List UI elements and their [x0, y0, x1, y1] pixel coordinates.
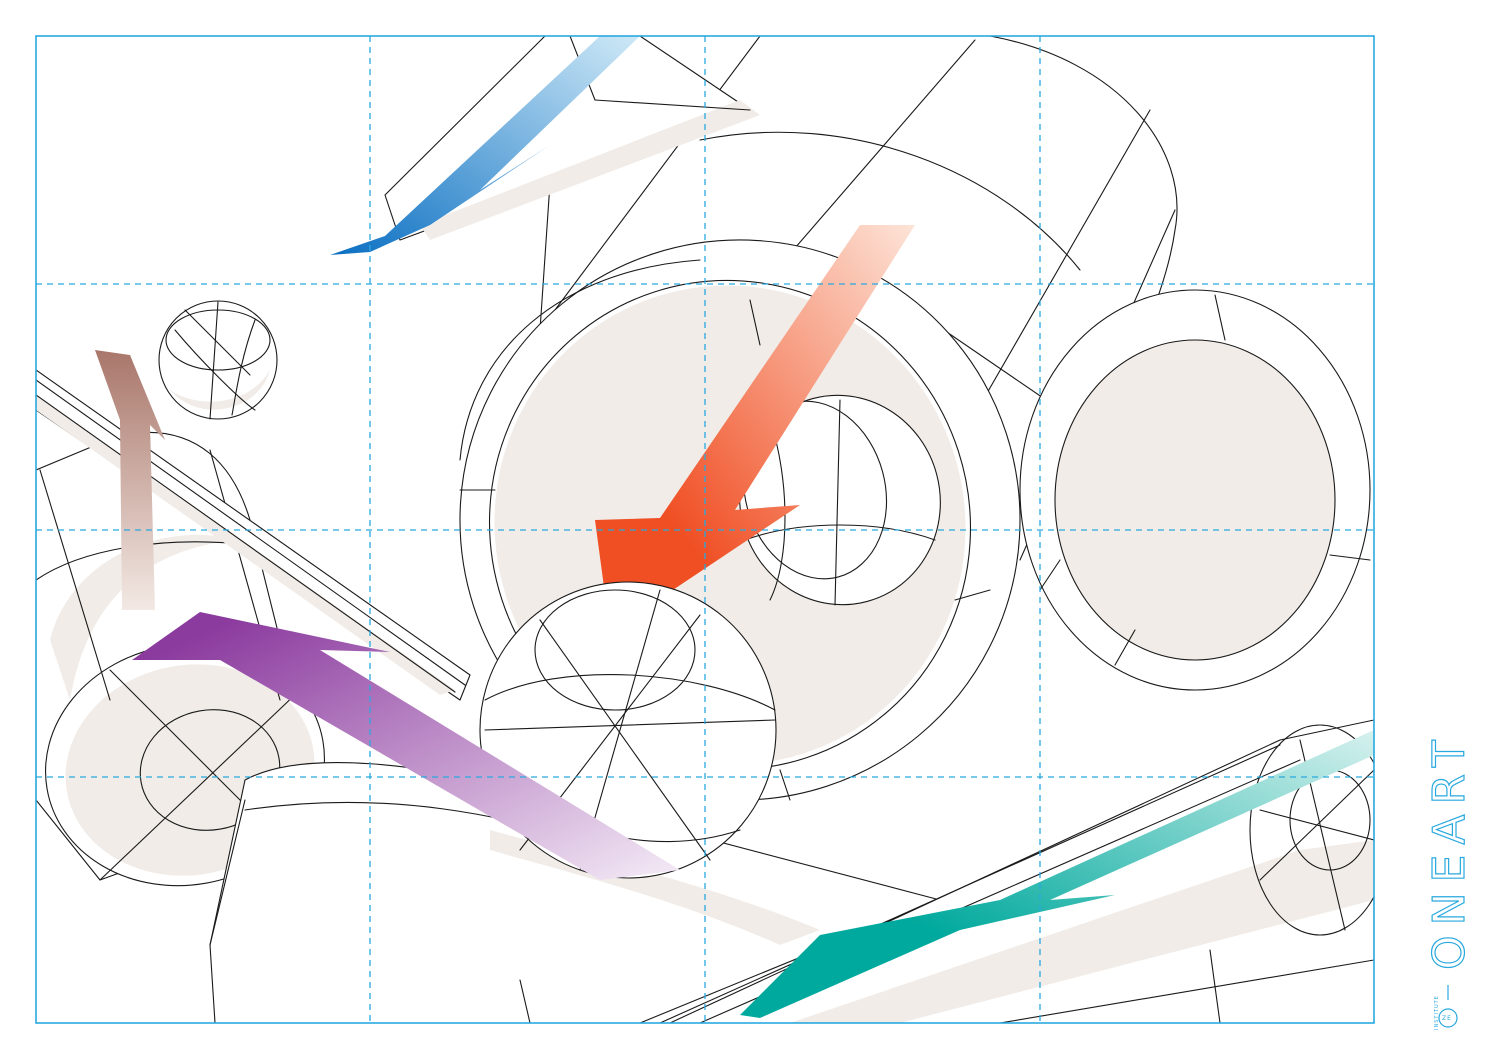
- purple-arrow: [132, 612, 680, 880]
- guide-grid: [36, 36, 1374, 1023]
- emblem-letters: ZE: [1442, 1015, 1452, 1022]
- brand-logo: ONEART ZE INSTITUTE: [1423, 730, 1475, 1030]
- small-sphere: [158, 300, 278, 420]
- right-disk: [1019, 289, 1371, 691]
- inner-sphere: [739, 394, 941, 606]
- brown-arrow: [95, 350, 165, 610]
- emblem-caption: INSTITUTE: [1434, 995, 1440, 1030]
- teal-arrow: [740, 730, 1374, 1018]
- brand-wordmark: ONEART: [1424, 730, 1475, 970]
- artwork-content: [36, 36, 1374, 1023]
- blue-arrow: [330, 36, 640, 255]
- emblem-icon: ZE INSTITUTE: [1434, 995, 1458, 1030]
